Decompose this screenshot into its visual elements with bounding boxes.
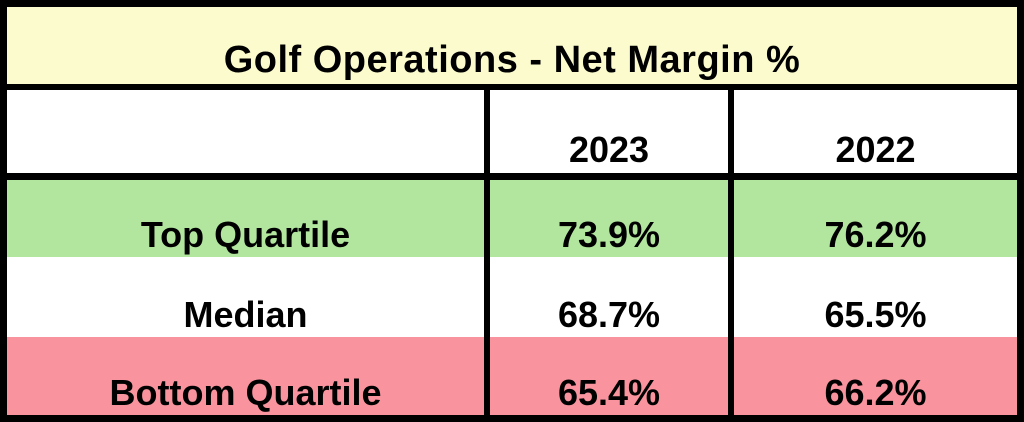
table-row-bottom-quartile: Bottom Quartile 65.4% 66.2%	[7, 337, 1017, 415]
header-2023: 2023	[484, 90, 728, 173]
median-2023-value: 68.7%	[484, 257, 728, 337]
top-quartile-2022-value: 76.2%	[728, 180, 1017, 257]
bottom-quartile-2022-value: 66.2%	[728, 337, 1017, 415]
table-row-top-quartile: Top Quartile 73.9% 76.2%	[7, 180, 1017, 257]
header-spacer-cell	[7, 90, 484, 173]
median-2022-value: 65.5%	[728, 257, 1017, 337]
row-label-top-quartile: Top Quartile	[140, 214, 351, 256]
year-header-row: 2023 2022	[7, 90, 1017, 180]
top-quartile-2023-value: 73.9%	[484, 180, 728, 257]
header-2022: 2022	[728, 90, 1017, 173]
row-label-median: Median	[183, 294, 308, 336]
table-title: Golf Operations - Net Margin %	[223, 39, 801, 81]
bottom-quartile-2023-value: 65.4%	[484, 337, 728, 415]
table-title-row: Golf Operations - Net Margin %	[7, 7, 1017, 90]
row-label-bottom-quartile: Bottom Quartile	[109, 372, 382, 414]
table-row-median: Median 68.7% 65.5%	[7, 257, 1017, 337]
